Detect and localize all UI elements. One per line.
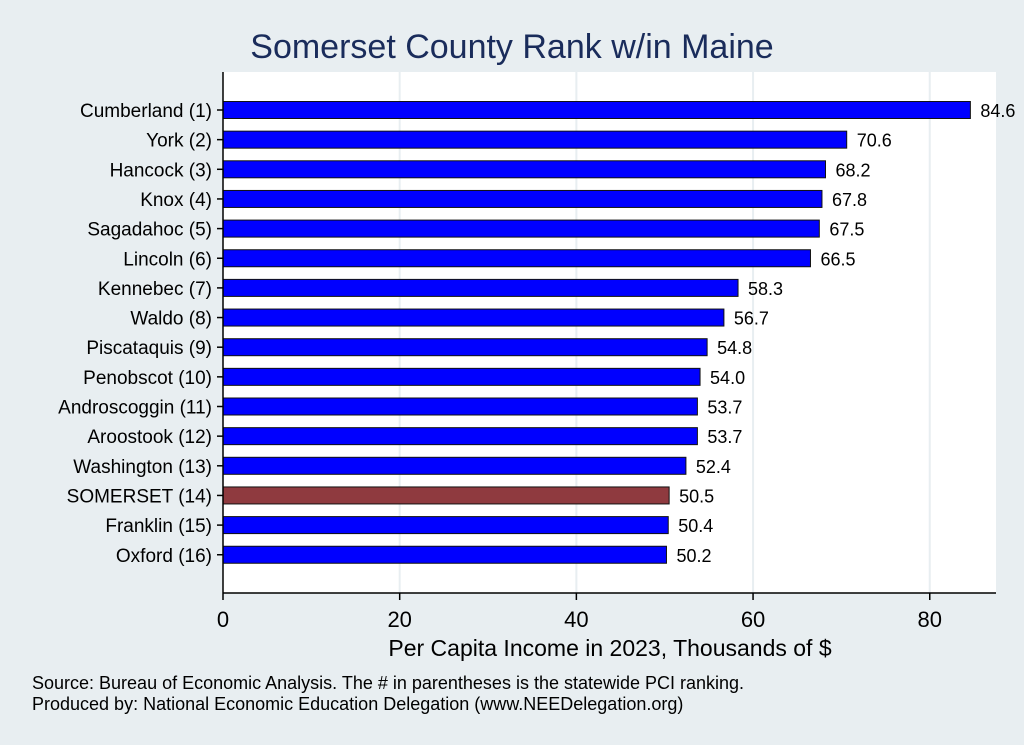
bar	[222, 249, 811, 268]
category-label: Penobscot (10)	[83, 368, 212, 389]
category-label: Kennebec (7)	[98, 279, 212, 300]
bar	[222, 486, 670, 505]
plot-area	[223, 72, 996, 593]
value-label: 66.5	[820, 249, 855, 269]
category-label: Franklin (15)	[105, 516, 212, 537]
x-tick-label: 0	[217, 607, 229, 632]
gridlines	[398, 72, 931, 593]
x-tick-label: 60	[741, 607, 765, 632]
category-label: Lincoln (6)	[123, 249, 212, 270]
value-label: 53.7	[707, 398, 742, 418]
value-label: 54.0	[710, 368, 745, 388]
value-label: 84.6	[980, 101, 1015, 121]
value-label: 70.6	[857, 131, 892, 151]
value-label: 50.2	[676, 546, 711, 566]
category-label: Washington (13)	[73, 457, 212, 478]
category-label: Androscoggin (11)	[58, 398, 212, 419]
bar	[222, 101, 971, 119]
x-axis-title: Per Capita Income in 2023, Thousands of …	[388, 635, 831, 661]
x-tick-label: 40	[564, 607, 588, 632]
value-label: 58.3	[748, 279, 783, 299]
value-label: 67.5	[829, 220, 864, 240]
category-label: SOMERSET (14)	[67, 486, 212, 507]
bar	[222, 130, 848, 149]
producer-note: Produced by: National Economic Education…	[32, 694, 683, 714]
chart-title: Somerset County Rank w/in Maine	[250, 28, 773, 66]
value-label: 50.5	[679, 486, 714, 506]
category-label: Aroostook (12)	[87, 427, 212, 448]
category-label: Hancock (3)	[110, 160, 212, 181]
source-note: Source: Bureau of Economic Analysis. The…	[32, 673, 744, 693]
value-label: 52.4	[696, 457, 731, 477]
value-label: 68.2	[835, 160, 870, 180]
x-axis-ticks: 0 20 40 60 80	[217, 109, 942, 632]
value-label: 67.8	[832, 190, 867, 210]
bar	[222, 308, 725, 327]
category-label: Sagadahoc (5)	[87, 220, 212, 241]
category-label: Cumberland (1)	[80, 101, 212, 122]
bar	[222, 278, 739, 297]
bar	[222, 189, 823, 208]
bar	[222, 545, 667, 564]
x-tick-label: 20	[387, 607, 411, 632]
bar	[222, 219, 820, 238]
bars: Cumberland (1) 84.6 York (2) 70.6 Hancock (3…	[58, 101, 1015, 567]
x-tick-label: 80	[918, 607, 942, 632]
bar	[222, 456, 687, 475]
category-label: Waldo (8)	[130, 309, 212, 330]
category-label: Knox (4)	[140, 190, 212, 211]
category-label: York (2)	[146, 131, 212, 152]
bar	[222, 427, 698, 446]
value-label: 53.7	[707, 427, 742, 447]
category-label: Piscataquis (9)	[86, 338, 212, 359]
bar	[222, 160, 826, 179]
category-label: Oxford (16)	[116, 546, 212, 567]
bar	[222, 397, 698, 416]
value-label: 56.7	[734, 309, 769, 329]
value-label: 50.4	[678, 516, 713, 536]
bar	[222, 516, 669, 535]
bar	[222, 338, 708, 357]
value-label: 54.8	[717, 338, 752, 358]
bar	[222, 367, 701, 386]
